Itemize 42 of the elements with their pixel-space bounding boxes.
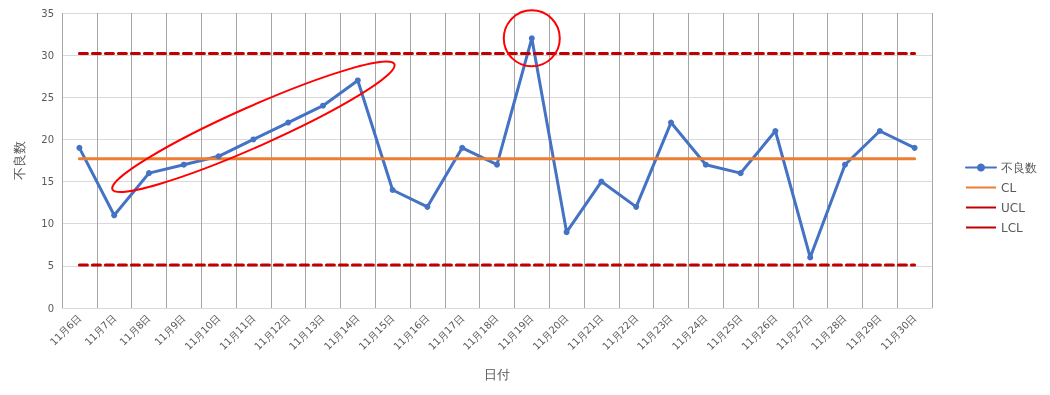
legend-label: LCL [1001, 220, 1024, 235]
point [876, 128, 883, 134]
point [285, 119, 292, 126]
x-tick-label: 11月7日 [82, 312, 119, 348]
legend-label: CL [1001, 180, 1017, 195]
point [76, 144, 83, 151]
point [320, 102, 326, 109]
point [842, 161, 848, 168]
point [424, 203, 431, 210]
point [494, 161, 500, 168]
point [250, 136, 257, 143]
point [215, 153, 222, 160]
y-tick-label: 5 [47, 260, 54, 272]
y-tick-label: 15 [41, 176, 54, 188]
point [111, 212, 118, 219]
point [354, 77, 361, 84]
y-tick-label: 25 [41, 91, 54, 103]
y-tick-label: 20 [41, 133, 54, 145]
point [911, 144, 918, 151]
x-axis-title: 日付 [484, 367, 510, 382]
legend-label: UCL [1001, 200, 1026, 215]
y-tick-label: 0 [47, 302, 54, 314]
y-tick-label: 30 [41, 49, 54, 61]
point [807, 254, 814, 261]
point [459, 144, 466, 151]
point [528, 35, 535, 42]
point [146, 170, 152, 177]
y-tick-label: 10 [41, 218, 54, 230]
point [702, 161, 709, 168]
legend-label: 不良数 [1001, 160, 1037, 175]
point [598, 178, 605, 185]
y-tick-label: 35 [41, 7, 54, 19]
y-axis-title: 不良数 [12, 141, 27, 180]
point [633, 203, 640, 210]
point [668, 119, 674, 126]
x-tick-label: 11月8日 [117, 312, 153, 348]
point [180, 161, 187, 168]
point [389, 187, 396, 193]
x-tick-label: 11月6日 [47, 312, 84, 348]
point [772, 128, 779, 134]
point [563, 229, 570, 236]
point [737, 170, 744, 177]
